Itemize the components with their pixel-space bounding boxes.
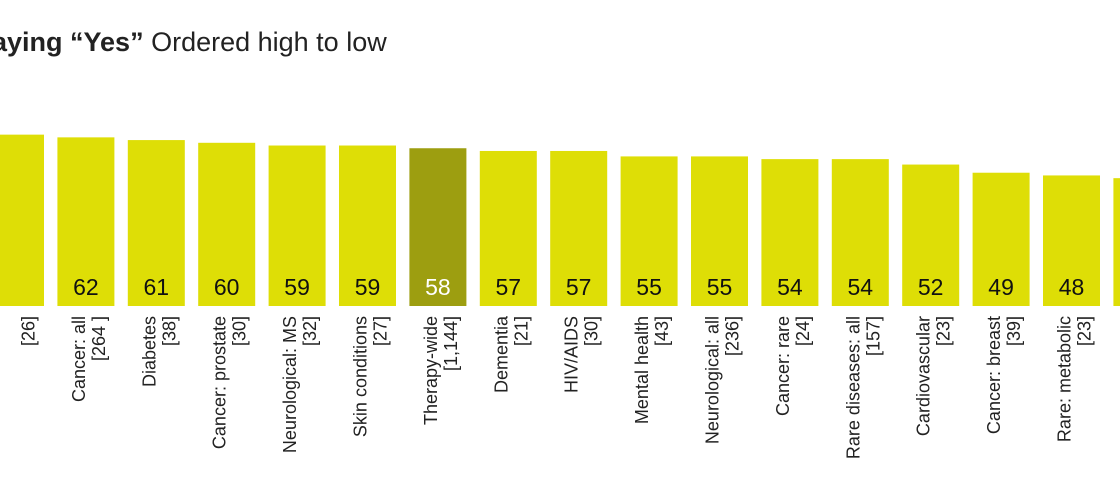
category-count: [39] bbox=[1004, 316, 1024, 346]
category-label: Rare diseases: all bbox=[843, 316, 863, 459]
bar bbox=[268, 145, 326, 306]
category-label: Cardiovascular bbox=[914, 316, 934, 436]
value-label: 49 bbox=[988, 274, 1014, 300]
value-label: 57 bbox=[496, 274, 522, 300]
bar bbox=[0, 134, 44, 306]
category-label: Mental health bbox=[632, 316, 652, 424]
bar-group: 54 Cancer: rare [24] bbox=[761, 159, 819, 416]
bar bbox=[550, 150, 608, 306]
bar bbox=[198, 142, 256, 306]
value-label: 59 bbox=[355, 274, 381, 300]
value-label: 48 bbox=[1059, 274, 1085, 300]
value-label: 57 bbox=[566, 274, 592, 300]
category-label: Cancer: all bbox=[69, 316, 89, 402]
bar bbox=[479, 150, 537, 306]
chart-title-bold: aying “Yes” bbox=[0, 27, 144, 57]
category-count: [23] bbox=[1075, 316, 1095, 346]
value-label: 58 bbox=[425, 274, 451, 300]
category-count: [26] bbox=[19, 316, 39, 346]
category-count: [27] bbox=[371, 316, 391, 346]
chart-title: aying “Yes” Ordered high to low bbox=[0, 27, 387, 58]
category-label: Cancer: prostate bbox=[210, 316, 230, 449]
bar-group: 55 Neurological: all [236] bbox=[691, 156, 748, 444]
bar-group: 57 HIV/AIDS [30] bbox=[550, 150, 608, 393]
value-label: 54 bbox=[777, 274, 803, 300]
category-label: Dementia bbox=[491, 315, 511, 393]
category-count: [43] bbox=[652, 316, 672, 346]
bar bbox=[972, 172, 1030, 306]
category-label: Skin conditions bbox=[351, 316, 371, 437]
category-label: Diabetes bbox=[139, 316, 159, 387]
bar-group: 52 Cardiovascular [23] bbox=[902, 164, 960, 436]
category-label: Neurological: all bbox=[703, 316, 723, 444]
category-label: Cancer: rare bbox=[773, 316, 793, 416]
bar bbox=[831, 159, 889, 306]
bar-group: 60 Cancer: prostate [30] bbox=[198, 142, 256, 449]
bar bbox=[1113, 178, 1120, 306]
value-label: 54 bbox=[848, 274, 874, 300]
category-count: [30] bbox=[582, 316, 602, 346]
category-count: [1,144] bbox=[441, 316, 461, 371]
category-label: Therapy-wide bbox=[421, 316, 441, 425]
bar bbox=[691, 156, 748, 306]
bar bbox=[1043, 175, 1100, 306]
bar bbox=[127, 140, 185, 306]
category-count: [21] bbox=[511, 316, 531, 346]
bar-group: 49 Cancer: breast [39] bbox=[972, 172, 1030, 434]
bar bbox=[409, 148, 467, 306]
bar-group: 59 Neurological: MS [32] bbox=[268, 145, 326, 453]
category-count: [23] bbox=[934, 316, 954, 346]
bar-group: 48 Rare: metabolic [23] bbox=[1043, 175, 1100, 442]
bar bbox=[57, 137, 115, 306]
bar-group: 47Cancer: blood[33] bbox=[1113, 178, 1120, 306]
bar-group: 55 Mental health [43] bbox=[620, 156, 678, 424]
value-label: 55 bbox=[636, 274, 662, 300]
chart-title-rest: Ordered high to low bbox=[143, 27, 387, 57]
category-count: [236] bbox=[723, 316, 743, 356]
bar bbox=[620, 156, 678, 306]
category-label: Cancer: breast bbox=[984, 316, 1004, 434]
value-label: 59 bbox=[284, 274, 310, 300]
bar-group: 59 Skin conditions [27] bbox=[339, 145, 396, 437]
bar bbox=[761, 159, 819, 306]
category-count: [24] bbox=[793, 316, 813, 346]
bar-group: 54 Rare diseases: all [157] bbox=[831, 159, 889, 459]
value-label: 52 bbox=[918, 274, 944, 300]
bar-group: 57 Dementia [21] bbox=[479, 150, 537, 393]
value-label: 60 bbox=[214, 274, 240, 300]
value-label: 61 bbox=[144, 274, 170, 300]
bar bbox=[902, 164, 960, 306]
bar bbox=[339, 145, 396, 306]
category-count: [30] bbox=[230, 316, 250, 346]
category-count: [32] bbox=[300, 316, 320, 346]
bar-group: 62 Cancer: all [264 ] bbox=[57, 137, 115, 402]
category-label: HIV/AIDS bbox=[562, 316, 582, 393]
value-label: 55 bbox=[707, 274, 733, 300]
category-count: [264 ] bbox=[89, 316, 109, 361]
bar-group: 61 Diabetes [38] bbox=[127, 140, 185, 387]
bar-group: [26] bbox=[0, 134, 44, 346]
category-label: Neurological: MS bbox=[280, 316, 300, 453]
category-label: Rare: metabolic bbox=[1055, 316, 1075, 442]
category-count: [38] bbox=[159, 316, 179, 346]
value-label: 62 bbox=[73, 274, 99, 300]
bar-group: 58 Therapy-wide [1,144] bbox=[409, 148, 467, 425]
category-count: [157] bbox=[863, 316, 883, 356]
